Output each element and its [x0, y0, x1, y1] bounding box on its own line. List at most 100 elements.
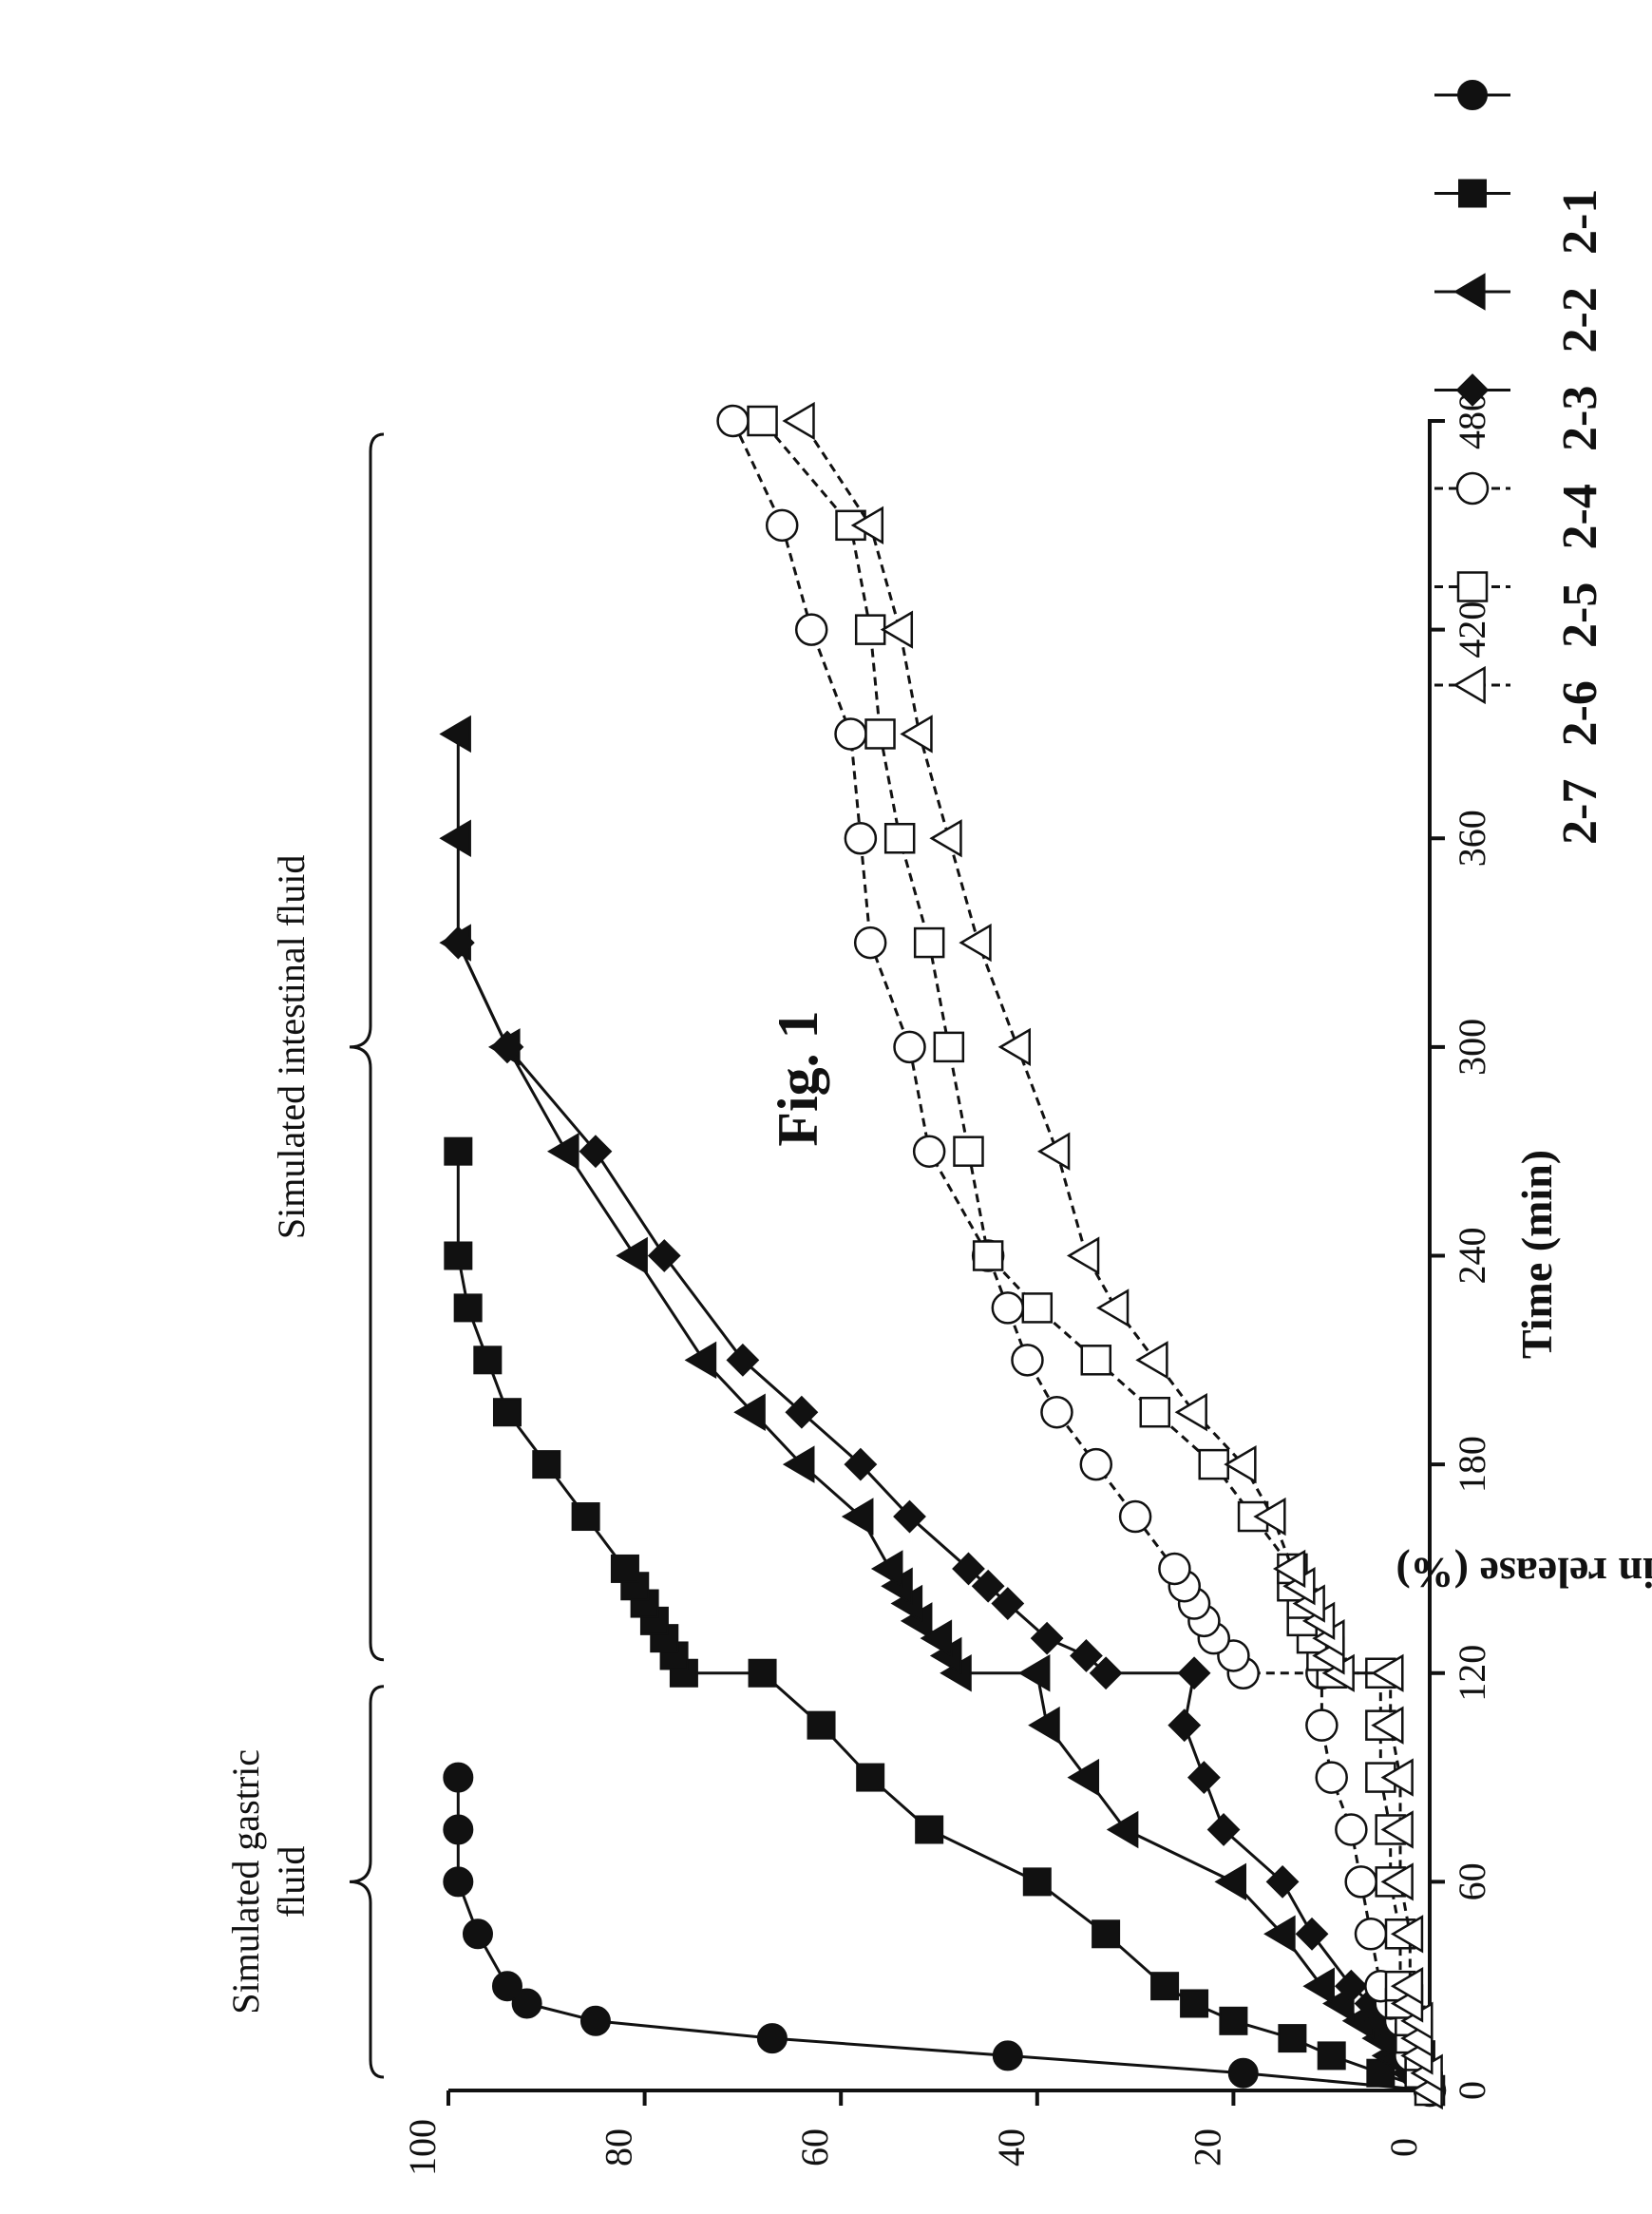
- legend-label: 2-1: [1553, 189, 1607, 255]
- data-point: [1098, 1290, 1128, 1325]
- data-point: [455, 1294, 482, 1321]
- data-point: [1023, 1293, 1052, 1322]
- data-point: [1188, 1763, 1219, 1793]
- data-point: [474, 1346, 501, 1373]
- data-point: [444, 1867, 472, 1896]
- legend-label: 2-7: [1553, 779, 1607, 845]
- data-point: [866, 719, 895, 748]
- series-line: [802, 421, 1430, 2090]
- data-point: [915, 928, 943, 957]
- data-point: [1304, 1969, 1334, 2003]
- region-brace: [350, 1687, 384, 2077]
- legend: 2-12-22-32-42-52-62-7: [1434, 81, 1607, 845]
- data-point: [1041, 1397, 1072, 1427]
- data-point: [749, 407, 777, 435]
- region-label: fluid: [270, 1846, 313, 1918]
- data-point: [1069, 1239, 1098, 1273]
- data-point: [855, 927, 885, 958]
- legend-marker: [1458, 81, 1487, 109]
- figure-title: Fig. 1: [767, 1010, 829, 1146]
- region-annotations: Simulated gastricfluid Simulated intestin…: [224, 434, 384, 2077]
- data-point: [581, 2007, 610, 2035]
- legend-marker: [1455, 668, 1485, 702]
- data-point: [1020, 1656, 1050, 1690]
- y-tick-label: 100: [401, 2119, 444, 2176]
- data-point: [617, 1239, 647, 1273]
- data-point: [1138, 1343, 1168, 1377]
- data-point: [1216, 1864, 1245, 1899]
- data-point: [857, 1765, 883, 1791]
- data-point: [845, 823, 876, 853]
- data-point: [1346, 1866, 1377, 1897]
- data-point: [808, 1712, 835, 1739]
- region-label: Simulated intestinal fluid: [270, 855, 313, 1239]
- data-point: [1159, 1554, 1189, 1584]
- data-point: [573, 1503, 599, 1530]
- data-point: [994, 2041, 1022, 2070]
- data-point: [1306, 1710, 1337, 1741]
- data-point: [494, 1399, 521, 1425]
- x-axis-title: Time (min): [1512, 1150, 1561, 1359]
- legend-label: 2-3: [1553, 386, 1607, 451]
- legend-marker: [1457, 473, 1488, 504]
- data-point: [441, 821, 470, 855]
- data-point: [1177, 1395, 1206, 1429]
- y-tick-label: 20: [1186, 2128, 1228, 2166]
- data-point: [1000, 1030, 1030, 1064]
- data-point: [883, 613, 912, 647]
- data-point: [1151, 1973, 1178, 1999]
- data-point: [932, 821, 961, 855]
- data-point: [1082, 1346, 1111, 1374]
- x-tick-label: 360: [1451, 810, 1493, 867]
- data-point: [836, 718, 866, 749]
- y-tick-label: 0: [1382, 2138, 1425, 2157]
- x-tick-label: 300: [1451, 1019, 1493, 1076]
- data-point: [895, 1032, 925, 1062]
- data-point: [1092, 1920, 1119, 1947]
- data-point: [1181, 1990, 1207, 2016]
- data-point: [954, 1137, 982, 1166]
- y-ticks: 020406080100: [401, 2090, 1430, 2176]
- legend-marker: [1455, 275, 1485, 309]
- data-point: [750, 1660, 776, 1687]
- data-point: [444, 1764, 472, 1792]
- data-point: [1081, 1449, 1111, 1479]
- x-tick-label: 240: [1451, 1228, 1493, 1285]
- data-point: [914, 1136, 944, 1167]
- data-point: [1229, 2059, 1258, 2088]
- data-point: [533, 1451, 560, 1478]
- data-point: [1109, 1812, 1138, 1846]
- legend-marker: [1459, 181, 1486, 207]
- series-2-7: [785, 404, 1442, 2108]
- data-point: [1024, 1868, 1051, 1895]
- data-point: [687, 1343, 716, 1377]
- data-point: [1120, 1501, 1150, 1532]
- data-point: [1297, 1918, 1327, 1949]
- data-point: [873, 1552, 902, 1586]
- x-tick-label: 60: [1451, 1862, 1493, 1900]
- legend-label: 2-2: [1553, 287, 1607, 353]
- data-point: [1169, 1710, 1200, 1741]
- data-point: [1039, 1135, 1069, 1169]
- data-point: [445, 1243, 471, 1269]
- legend-item-2-1: 2-1: [1434, 81, 1607, 255]
- region-label: Simulated gastric: [224, 1749, 267, 2014]
- data-point: [758, 2024, 787, 2052]
- series-line: [458, 1152, 1430, 2090]
- data-point: [785, 404, 814, 438]
- data-point: [1141, 1398, 1169, 1426]
- data-point: [612, 1556, 638, 1582]
- data-point: [1200, 1450, 1228, 1479]
- x-tick-label: 420: [1451, 601, 1493, 658]
- data-point: [856, 616, 884, 644]
- data-point: [464, 1919, 492, 1948]
- legend-label: 2-5: [1553, 582, 1607, 648]
- data-point: [1012, 1345, 1042, 1375]
- data-point: [796, 615, 826, 645]
- data-point: [1226, 1447, 1256, 1481]
- data-point: [549, 1135, 579, 1169]
- data-point: [885, 824, 914, 852]
- region-brace: [350, 434, 384, 1660]
- data-point: [1279, 2025, 1305, 2052]
